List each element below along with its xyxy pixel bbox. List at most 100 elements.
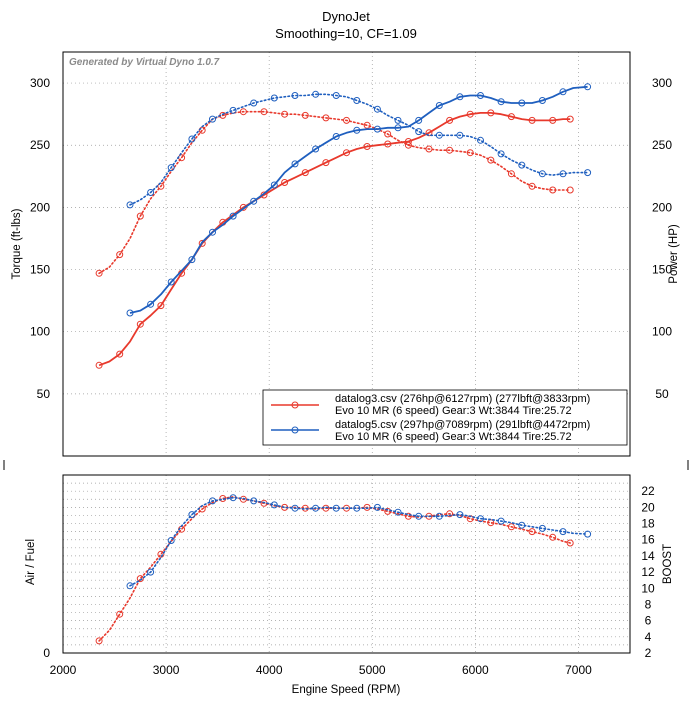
power-tick-label: 250 <box>652 138 672 152</box>
datalog3-power-point <box>363 143 371 150</box>
legend-marker-datalog5 <box>291 426 299 434</box>
datalog5-torque-point <box>312 90 320 98</box>
boost-gridlines <box>63 475 630 654</box>
torque-tick-label: 50 <box>37 387 51 401</box>
datalog3-power-point <box>466 110 474 118</box>
boost-tick-label: 22 <box>641 484 655 498</box>
datalog5-torque-point <box>477 136 484 144</box>
datalog3-power-point <box>487 109 495 117</box>
datalog5-boost-point <box>353 504 361 512</box>
datalog5-power-point <box>477 92 484 99</box>
datalog5-power-point <box>373 125 381 133</box>
datalog3-power-line <box>98 112 571 367</box>
datalog3-boost-point <box>239 495 247 503</box>
datalog5-power-point <box>291 160 299 168</box>
boost-tick-label: 10 <box>641 581 655 595</box>
datalog5-power-point <box>167 278 175 286</box>
datalog5-torque-point <box>584 169 592 177</box>
datalog3-torque-point <box>487 156 495 164</box>
power-tick-label: 150 <box>652 263 672 277</box>
torque-tick-label: 250 <box>30 138 50 152</box>
datalog5-boost-point <box>188 511 196 519</box>
datalog5-power-point <box>353 126 361 134</box>
chart-subtitle: Smoothing=10, CF=1.09 <box>275 26 417 41</box>
datalog5-torque-point <box>559 170 567 178</box>
datalog5-power-point <box>559 88 567 96</box>
datalog3-torque-point <box>549 186 557 194</box>
datalog5-boost-point <box>312 504 320 512</box>
rpm-axis-ticks: 2000 3000 4000 5000 6000 7000 <box>50 663 592 677</box>
boost-axis-ticks: 2 4 6 8 10 12 14 16 18 20 22 <box>641 484 655 660</box>
datalog3-torque-point <box>425 145 433 153</box>
datalog3-torque-point <box>301 111 309 119</box>
datalog3-torque-point <box>507 170 515 178</box>
datalog5-power-point <box>497 98 505 106</box>
datalog3-torque-point <box>528 182 536 190</box>
datalog5-boost-point <box>270 501 278 509</box>
datalog5-power-point <box>147 300 155 308</box>
rpm-tick-label: 5000 <box>359 663 386 677</box>
boost-tick-label: 4 <box>645 630 652 644</box>
datalog5-boost-line <box>129 496 589 587</box>
legend: datalog3.csv (276hp@6127rpm) (277lbft@38… <box>262 389 628 446</box>
boost-tick-label: 16 <box>641 533 655 547</box>
datalog5-power-point <box>435 102 443 109</box>
datalog5-power-point <box>270 181 278 189</box>
datalog5-torque-point <box>188 135 196 143</box>
datalog5-power-point <box>209 228 216 236</box>
datalog3-torque-point <box>136 212 144 220</box>
datalog5-power-point <box>126 309 134 317</box>
datalog5-boost-point <box>538 524 546 532</box>
datalog5-torque-point <box>270 94 278 102</box>
datalog3-power-point <box>549 116 557 124</box>
datalog3-boost-point <box>549 533 557 541</box>
datalog3-power-point <box>404 138 412 145</box>
datalog3-boost-point <box>384 507 392 515</box>
datalog3-boost-point <box>446 510 454 518</box>
datalog5-torque-point <box>167 164 175 172</box>
datalog3-boost-point <box>404 512 412 520</box>
datalog5-boost-point <box>291 504 299 512</box>
power-axis-label: Power (HP) <box>668 224 680 284</box>
datalog5-boost-point <box>250 497 258 505</box>
datalog3-torque-point <box>281 110 289 118</box>
boost-series <box>95 494 592 645</box>
boost-tick-label: 2 <box>645 646 652 660</box>
datalog5-power-point <box>250 197 258 205</box>
datalog5-torque-line <box>129 93 589 206</box>
datalog5-boost-point <box>126 582 134 590</box>
datalog3-torque-point <box>239 108 247 116</box>
datalog3-boost-point <box>528 528 536 536</box>
datalog3-torque-point <box>466 149 474 157</box>
air-fuel-axis-ticks: 0 <box>43 646 50 660</box>
power-tick-label: 200 <box>652 200 672 214</box>
datalog3-torque-point <box>322 114 330 122</box>
datalog3-boost-point <box>507 523 515 531</box>
datalog3-power-point <box>281 179 289 186</box>
datalog5-torque-point <box>415 128 423 136</box>
datalog3-boost-point <box>95 637 103 645</box>
torque-tick-label: 300 <box>30 76 50 90</box>
datalog3-boost-point <box>219 495 227 502</box>
datalog5-boost-point <box>209 497 216 505</box>
datalog3-power-point <box>301 169 309 177</box>
datalog5-torque-point <box>353 97 361 104</box>
datalog3-power-point <box>528 116 536 124</box>
watermark: Generated by Virtual Dyno 1.0.7 <box>69 57 220 68</box>
legend-datalog5-line1: datalog5.csv (297hp@7089rpm) (291lbft@44… <box>335 419 590 431</box>
datalog5-boost-point <box>559 528 567 536</box>
boost-axis-label: BOOST <box>662 544 674 584</box>
datalog5-torque-point <box>229 106 237 114</box>
boost-tick-label: 18 <box>641 517 655 531</box>
power-axis-ticks: 50 100 150 200 250 300 <box>652 76 672 401</box>
datalog3-boost-point <box>136 575 144 583</box>
datalog5-torque-point <box>209 115 216 123</box>
chart-title: DynoJet <box>322 9 370 24</box>
torque-tick-label: 100 <box>30 325 50 339</box>
datalog5-boost-point <box>518 521 526 529</box>
torque-power-series <box>95 83 592 369</box>
datalog5-boost-point <box>415 512 423 520</box>
power-tick-label: 100 <box>652 325 672 339</box>
datalog3-boost-point <box>566 539 574 547</box>
